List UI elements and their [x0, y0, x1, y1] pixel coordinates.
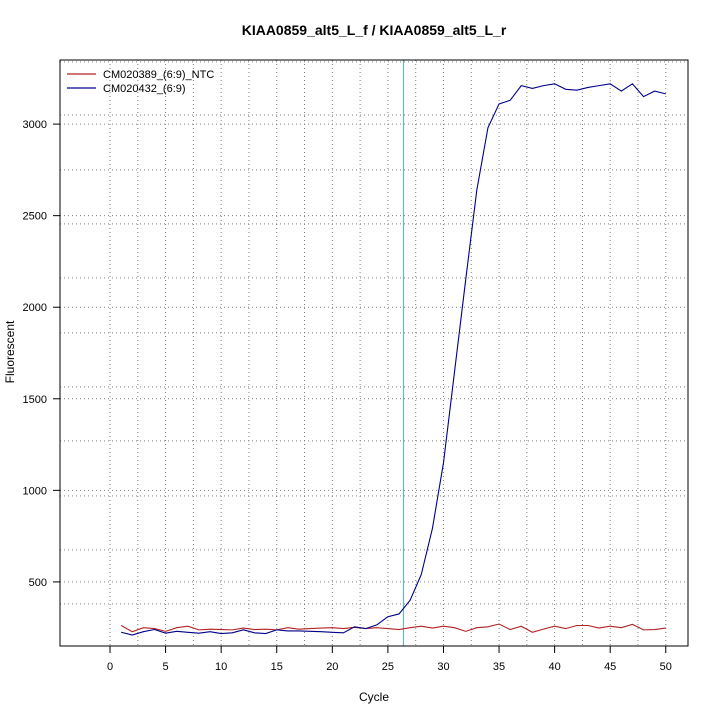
- y-axis: 500 1000 1500 2000 2500 3000: [23, 119, 61, 589]
- legend: CM020389_(6:9)_NTC CM020432_(6:9): [67, 69, 214, 95]
- x-tick-label: 45: [604, 661, 616, 673]
- y-tick-label: 3000: [23, 119, 47, 131]
- x-tick-label: 0: [107, 661, 113, 673]
- x-tick-label: 10: [215, 661, 227, 673]
- series-lines: [120, 83, 666, 636]
- x-tick-label: 15: [271, 661, 283, 673]
- legend-label: CM020432_(6:9): [103, 83, 186, 95]
- chart-title: KIAA0859_alt5_L_f / KIAA0859_alt5_L_r: [242, 22, 507, 38]
- y-axis-label: Fluorescent: [3, 320, 17, 383]
- x-tick-label: 20: [326, 661, 338, 673]
- y-tick-label: 1500: [23, 394, 47, 406]
- y-tick-label: 2000: [23, 302, 47, 314]
- x-tick-label: 40: [548, 661, 560, 673]
- y-tick-label: 2500: [23, 211, 47, 223]
- x-axis: 0 5 10 15 20 25 30 35 40 45 50: [107, 645, 672, 673]
- y-tick-label: 1000: [23, 485, 47, 497]
- x-tick-label: 50: [660, 661, 672, 673]
- x-tick-label: 5: [163, 661, 169, 673]
- x-axis-label: Cycle: [359, 690, 389, 704]
- grid-lines: [60, 60, 688, 646]
- x-tick-label: 25: [382, 661, 394, 673]
- x-tick-label: 30: [437, 661, 449, 673]
- series-line-1: [120, 623, 666, 633]
- x-tick-label: 35: [493, 661, 505, 673]
- y-tick-label: 500: [29, 577, 47, 589]
- series-line-2: [120, 83, 666, 636]
- legend-label: CM020389_(6:9)_NTC: [103, 69, 214, 81]
